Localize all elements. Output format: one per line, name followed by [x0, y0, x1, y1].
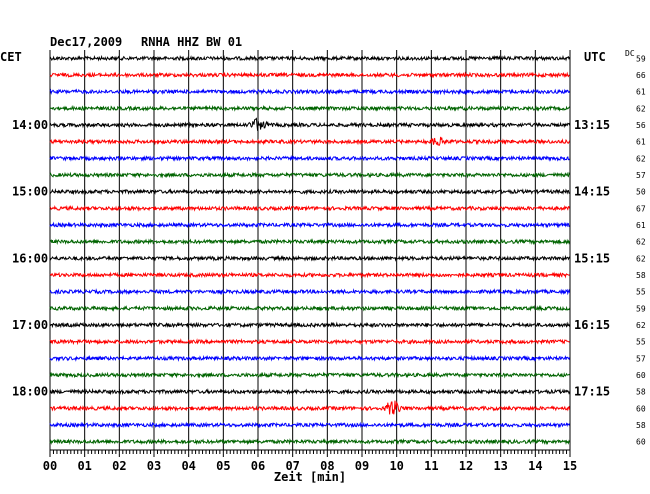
- right-hour-label: 13:15: [574, 118, 610, 132]
- trace-row-11: [49, 221, 570, 229]
- trace-row-14: [49, 271, 570, 279]
- x-tick-label: 10: [389, 459, 403, 473]
- left-hour-label: 17:00: [12, 318, 48, 332]
- x-tick-label: 12: [459, 459, 473, 473]
- right-timezone-label: UTC: [584, 50, 606, 64]
- left-hour-label: 14:00: [12, 118, 48, 132]
- x-tick-label: 11: [424, 459, 438, 473]
- chart-station: RNHA HHZ BW 01: [141, 35, 242, 49]
- chart-date: Dec17,2009: [50, 35, 122, 49]
- x-tick-label: 09: [355, 459, 369, 473]
- trace-row-6: [49, 136, 571, 146]
- trace-row-12: [49, 238, 571, 246]
- dc-offset-value: 55: [636, 338, 646, 347]
- right-hour-label: 16:15: [574, 318, 610, 332]
- trace-row-16: [49, 304, 571, 312]
- trace-row-13: [49, 254, 571, 262]
- x-tick-label: 03: [147, 459, 161, 473]
- trace-row-20: [49, 371, 570, 379]
- x-tick-label: 01: [77, 459, 91, 473]
- trace-row-10: [49, 204, 571, 212]
- dc-offset-value: 58: [636, 421, 646, 430]
- trace-row-9: [49, 188, 570, 196]
- trace-row-1: [49, 54, 571, 62]
- trace-row-23: [49, 421, 571, 429]
- right-hour-label: 17:15: [574, 385, 610, 399]
- dc-offset-value: 60: [636, 404, 646, 413]
- left-hour-label: 18:00: [12, 385, 48, 399]
- dc-offset-value: 66: [636, 71, 646, 80]
- trace-row-5: [49, 117, 571, 131]
- trace-row-2: [49, 71, 570, 79]
- dc-offset-value: 61: [636, 88, 646, 97]
- x-tick-label: 02: [112, 459, 126, 473]
- x-tick-label: 15: [563, 459, 577, 473]
- dc-offset-value: 59: [636, 304, 646, 313]
- trace-row-15: [49, 288, 571, 296]
- right-hour-label: 15:15: [574, 251, 610, 265]
- trace-row-22: [49, 400, 571, 415]
- dc-offset-value: 60: [636, 438, 646, 447]
- x-tick-label: 06: [251, 459, 265, 473]
- trace-row-18: [49, 338, 570, 346]
- trace-row-4: [49, 104, 570, 112]
- trace-row-21: [49, 388, 571, 396]
- trace-row-3: [49, 88, 571, 96]
- trace-row-24: [49, 438, 571, 446]
- left-hour-label: 16:00: [12, 251, 48, 265]
- dc-offset-value: 60: [636, 371, 646, 380]
- left-hour-label: 15:00: [12, 185, 48, 199]
- trace-row-8: [49, 171, 571, 179]
- trace-row-7: [49, 154, 570, 162]
- dc-offset-value: 58: [636, 271, 646, 280]
- dc-offset-value: 62: [636, 254, 646, 263]
- dc-offset-value: 57: [636, 354, 646, 363]
- trace-row-19: [49, 354, 571, 362]
- dc-offset-value: 59: [636, 54, 646, 63]
- x-axis: 00 01 02 03 04 05 06 07 08 09 10 11 12 13 14 15: [43, 449, 577, 473]
- x-tick-label: 08: [320, 459, 334, 473]
- dc-offset-value: 61: [636, 221, 646, 230]
- dc-offset-value: 62: [636, 104, 646, 113]
- right-hour-label: 14:15: [574, 185, 610, 199]
- x-axis-label: Zeit [min]: [274, 470, 346, 484]
- row-labels: 14:00 15:00 16:00 17:00 18:00 13:15 14:15 15:15…: [12, 54, 646, 446]
- x-tick-label: 00: [43, 459, 57, 473]
- dc-offset-value: 62: [636, 154, 646, 163]
- dc-offset-value: 61: [636, 138, 646, 147]
- grid: [49, 50, 571, 450]
- x-tick-label: 13: [493, 459, 507, 473]
- traces: [49, 54, 571, 446]
- left-timezone-label: CET: [0, 50, 22, 64]
- x-tick-label: 05: [216, 459, 230, 473]
- dc-offset-value: 67: [636, 204, 646, 213]
- dc-offset-value: 50: [636, 188, 646, 197]
- x-tick-label: 04: [181, 459, 195, 473]
- trace-row-17: [49, 321, 571, 329]
- dc-label: DC: [625, 49, 635, 58]
- dc-offset-value: 58: [636, 388, 646, 397]
- dc-offset-value: 56: [636, 121, 646, 130]
- x-tick-label: 07: [285, 459, 299, 473]
- dc-offset-value: 55: [636, 288, 646, 297]
- dc-offset-value: 62: [636, 238, 646, 247]
- dc-offset-value: 62: [636, 321, 646, 330]
- dc-offset-value: 57: [636, 171, 646, 180]
- x-tick-label: 14: [528, 459, 542, 473]
